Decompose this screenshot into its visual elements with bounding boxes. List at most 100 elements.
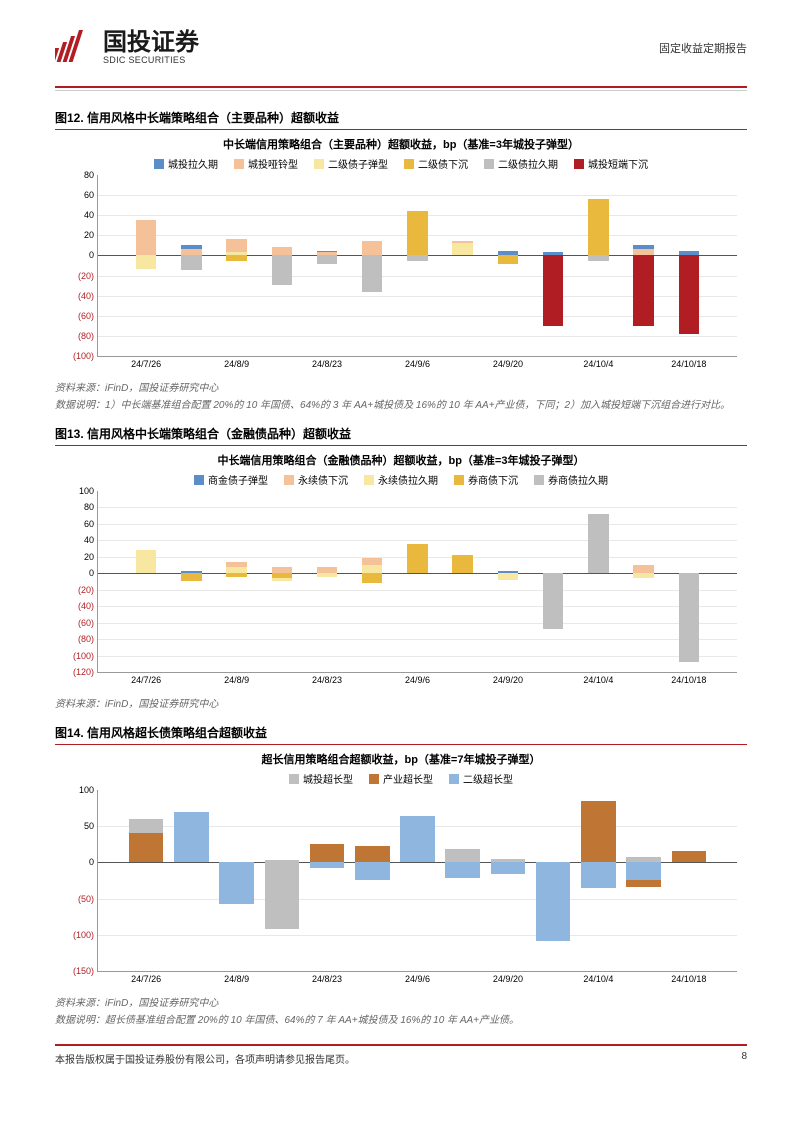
bar-group bbox=[362, 491, 382, 672]
legend-label: 产业超长型 bbox=[383, 771, 433, 786]
x-axis-label: 24/8/9 bbox=[224, 359, 249, 369]
legend-swatch bbox=[289, 774, 299, 784]
legend-item: 城投短端下沉 bbox=[574, 156, 648, 171]
legend-label: 商金债子弹型 bbox=[208, 472, 268, 487]
bar-group bbox=[317, 491, 337, 672]
bar-segment bbox=[317, 567, 337, 574]
y-axis-label: (150) bbox=[73, 966, 94, 976]
y-axis-label: 0 bbox=[89, 250, 94, 260]
legend-label: 二级债子弹型 bbox=[328, 156, 388, 171]
bar-segment bbox=[317, 573, 337, 576]
header-rule-bottom bbox=[55, 90, 747, 91]
bar-segment bbox=[310, 844, 345, 863]
figure-source: 资料来源：iFinD，国投证券研究中心 bbox=[55, 695, 747, 710]
y-axis-label: 50 bbox=[84, 821, 94, 831]
fig12: 图12. 信用风格中长端策略组合（主要品种）超额收益中长端信用策略组合（主要品种… bbox=[55, 109, 747, 411]
bar-group bbox=[407, 491, 427, 672]
bar-segment bbox=[543, 573, 563, 629]
legend-swatch bbox=[454, 475, 464, 485]
x-axis-label: 24/7/26 bbox=[131, 974, 161, 984]
bar-segment bbox=[445, 862, 480, 878]
y-axis-label: (80) bbox=[78, 634, 94, 644]
logo-text-cn: 国投证券 bbox=[103, 31, 199, 55]
fig13: 图13. 信用风格中长端策略组合（金融债品种）超额收益中长端信用策略组合（金融债… bbox=[55, 425, 747, 710]
bar-group bbox=[626, 790, 661, 971]
y-axis-label: 20 bbox=[84, 552, 94, 562]
y-axis-label: (120) bbox=[73, 667, 94, 677]
bar-group bbox=[588, 175, 608, 356]
x-axis-label: 24/10/18 bbox=[671, 359, 706, 369]
bar-segment bbox=[136, 550, 156, 573]
bar-group bbox=[672, 790, 707, 971]
legend-item: 城投哑铃型 bbox=[234, 156, 298, 171]
bar-segment bbox=[679, 255, 699, 333]
bar-segment bbox=[362, 573, 382, 583]
figure-title: 图13. 信用风格中长端策略组合（金融债品种）超额收益 bbox=[55, 425, 747, 446]
x-axis-label: 24/9/6 bbox=[405, 974, 430, 984]
logo-text-en: SDIC SECURITIES bbox=[103, 55, 199, 65]
legend-item: 券商债下沉 bbox=[454, 472, 518, 487]
legend-label: 二级债下沉 bbox=[418, 156, 468, 171]
bar-segment bbox=[181, 573, 201, 581]
chart-title: 超长信用策略组合超额收益，bp（基准=7年城投子弹型） bbox=[55, 751, 747, 767]
legend-label: 城投拉久期 bbox=[168, 156, 218, 171]
bar-segment bbox=[362, 255, 382, 291]
legend-label: 城投哑铃型 bbox=[248, 156, 298, 171]
bar-segment bbox=[633, 565, 653, 573]
legend-item: 商金债子弹型 bbox=[194, 472, 268, 487]
page-footer: 本报告版权属于国投证券股份有限公司，各项声明请参见报告尾页。 8 bbox=[55, 1044, 747, 1066]
y-axis-label: 100 bbox=[79, 785, 94, 795]
y-axis-label: (60) bbox=[78, 311, 94, 321]
legend-swatch bbox=[154, 159, 164, 169]
y-axis-label: 80 bbox=[84, 502, 94, 512]
bar-group bbox=[181, 491, 201, 672]
bar-segment bbox=[452, 243, 472, 255]
y-axis-label: (100) bbox=[73, 351, 94, 361]
bar-group bbox=[317, 175, 337, 356]
bar-segment bbox=[581, 862, 616, 888]
bar-segment bbox=[588, 514, 608, 573]
legend-label: 永续债拉久期 bbox=[378, 472, 438, 487]
figure-note: 数据说明：超长债基准组合配置 20%的 10 年国债、64%的 7 年 AA+城… bbox=[55, 1011, 747, 1026]
x-axis-label: 24/10/18 bbox=[671, 974, 706, 984]
logo-icon bbox=[55, 30, 95, 66]
chart-title: 中长端信用策略组合（金融债品种）超额收益，bp（基准=3年城投子弹型） bbox=[55, 452, 747, 468]
legend-item: 永续债下沉 bbox=[284, 472, 348, 487]
fig14: 图14. 信用风格超长债策略组合超额收益超长信用策略组合超额收益，bp（基准=7… bbox=[55, 724, 747, 1026]
legend: 城投超长型产业超长型二级超长型 bbox=[55, 771, 747, 786]
bar-segment bbox=[407, 544, 427, 574]
legend-swatch bbox=[534, 475, 544, 485]
x-axis-label: 24/8/23 bbox=[312, 675, 342, 685]
legend: 城投拉久期 城投哑铃型 二级债子弹型 二级债下沉 二级债拉久期 城投短端下沉 bbox=[55, 156, 747, 171]
x-axis-label: 24/10/4 bbox=[583, 675, 613, 685]
x-axis-label: 24/9/20 bbox=[493, 675, 523, 685]
bar-segment bbox=[310, 862, 345, 868]
bar-segment bbox=[136, 220, 156, 255]
legend-label: 城投超长型 bbox=[303, 771, 353, 786]
bar-segment bbox=[498, 255, 518, 264]
x-axis-label: 24/9/20 bbox=[493, 359, 523, 369]
legend-label: 城投短端下沉 bbox=[588, 156, 648, 171]
legend-swatch bbox=[449, 774, 459, 784]
y-axis-label: 60 bbox=[84, 519, 94, 529]
bar-group bbox=[272, 491, 292, 672]
legend-item: 二级债拉久期 bbox=[484, 156, 558, 171]
bar-group bbox=[543, 175, 563, 356]
y-axis-label: 100 bbox=[79, 486, 94, 496]
bar-group bbox=[581, 790, 616, 971]
legend-label: 券商债拉久期 bbox=[548, 472, 608, 487]
legend-item: 产业超长型 bbox=[369, 771, 433, 786]
y-axis-label: (50) bbox=[78, 894, 94, 904]
figure-source: 资料来源：iFinD，国投证券研究中心 bbox=[55, 379, 747, 394]
y-axis-label: (100) bbox=[73, 651, 94, 661]
bar-segment bbox=[174, 812, 209, 863]
bar-group bbox=[181, 175, 201, 356]
x-axis-label: 24/7/26 bbox=[131, 359, 161, 369]
bar-group bbox=[498, 175, 518, 356]
bar-group bbox=[226, 175, 246, 356]
header-rule-top bbox=[55, 86, 747, 88]
x-axis-label: 24/8/23 bbox=[312, 974, 342, 984]
bar-segment bbox=[633, 573, 653, 578]
bar-group bbox=[136, 175, 156, 356]
y-axis-label: (60) bbox=[78, 618, 94, 628]
